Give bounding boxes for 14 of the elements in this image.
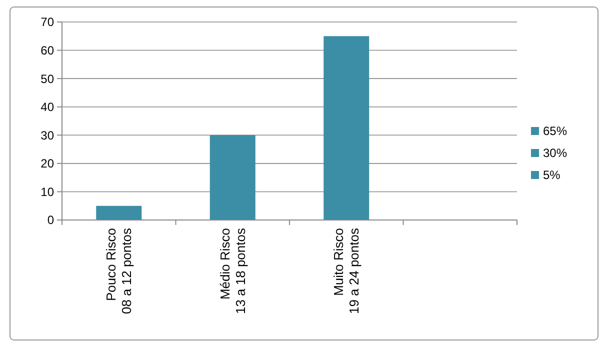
legend-label: 5%	[543, 168, 561, 182]
x-tick-label: Muito Risco 19 a 24 pontos	[331, 228, 362, 314]
y-tick-label: 10	[40, 184, 54, 199]
legend-label: 30%	[543, 146, 568, 160]
y-tick-label: 50	[40, 72, 54, 86]
y-tick-label: 40	[40, 100, 54, 114]
x-tick-label: Pouco Risco 08 a 12 pontos	[104, 228, 134, 314]
x-tick-label: Médio Risco 13 a 18 pontos	[217, 228, 248, 314]
y-tick-label: 0	[47, 213, 54, 228]
y-tick-label: 70	[40, 15, 54, 30]
y-tick-label: 30	[40, 128, 54, 142]
legend-label: 65%	[543, 124, 568, 138]
y-tick-label: 60	[40, 43, 54, 58]
y-tick-label: 20	[40, 156, 54, 171]
